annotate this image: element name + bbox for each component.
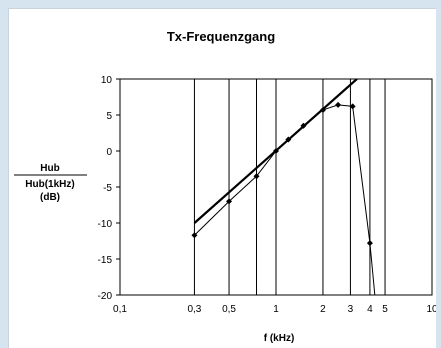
x-tick-label: 0,5 — [222, 304, 236, 315]
y-tick-labels: 10 5 0 -5 -10 -15 -20 — [98, 75, 120, 302]
data-point-marker — [366, 240, 373, 247]
gridlines — [193, 79, 386, 295]
x-tick-label: 1 — [273, 304, 279, 315]
y-axis-label: Hub Hub(1kHz) (dB) — [14, 163, 87, 203]
y-axis-label-line-2: Hub(1kHz) — [25, 179, 74, 190]
x-axis-label: f (kHz) — [264, 333, 295, 344]
chart-frame: Tx-Frequenzgang Hub Hub(1kHz) (dB) 10 5 0 -… — [8, 8, 436, 348]
x-tick-label: 3 — [348, 304, 354, 315]
frequency-response-chart: Tx-Frequenzgang Hub Hub(1kHz) (dB) 10 5 0 -… — [14, 29, 436, 344]
data-point-marker — [226, 198, 233, 205]
data-point-marker — [191, 232, 198, 239]
y-tick-label: -15 — [98, 255, 113, 266]
data-point-marker — [335, 101, 342, 108]
x-tick-label: 5 — [382, 304, 388, 315]
y-tick-label: 10 — [101, 75, 113, 86]
y-tick-label: -5 — [103, 183, 112, 194]
data-point-marker — [253, 173, 260, 180]
x-tick-label: 2 — [320, 304, 326, 315]
chart-title: Tx-Frequenzgang — [167, 29, 275, 44]
data-series — [191, 79, 376, 296]
y-tick-label: 5 — [106, 111, 112, 122]
y-tick-label: -10 — [98, 219, 113, 230]
x-tick-labels: 0,1 0,3 0,5 1 2 3 4 5 10 — [113, 304, 436, 315]
x-tick-label: 0,3 — [187, 304, 201, 315]
x-tick-label: 4 — [367, 304, 373, 315]
y-tick-label: 0 — [106, 147, 112, 158]
y-tick-label: -20 — [98, 291, 113, 302]
y-axis-label-line-1: Hub — [40, 163, 59, 174]
y-axis-label-line-3: (dB) — [40, 192, 60, 203]
x-tick-label: 10 — [426, 304, 436, 315]
reference-line — [193, 79, 358, 224]
data-point-marker — [349, 103, 356, 110]
x-tick-label: 0,1 — [113, 304, 127, 315]
